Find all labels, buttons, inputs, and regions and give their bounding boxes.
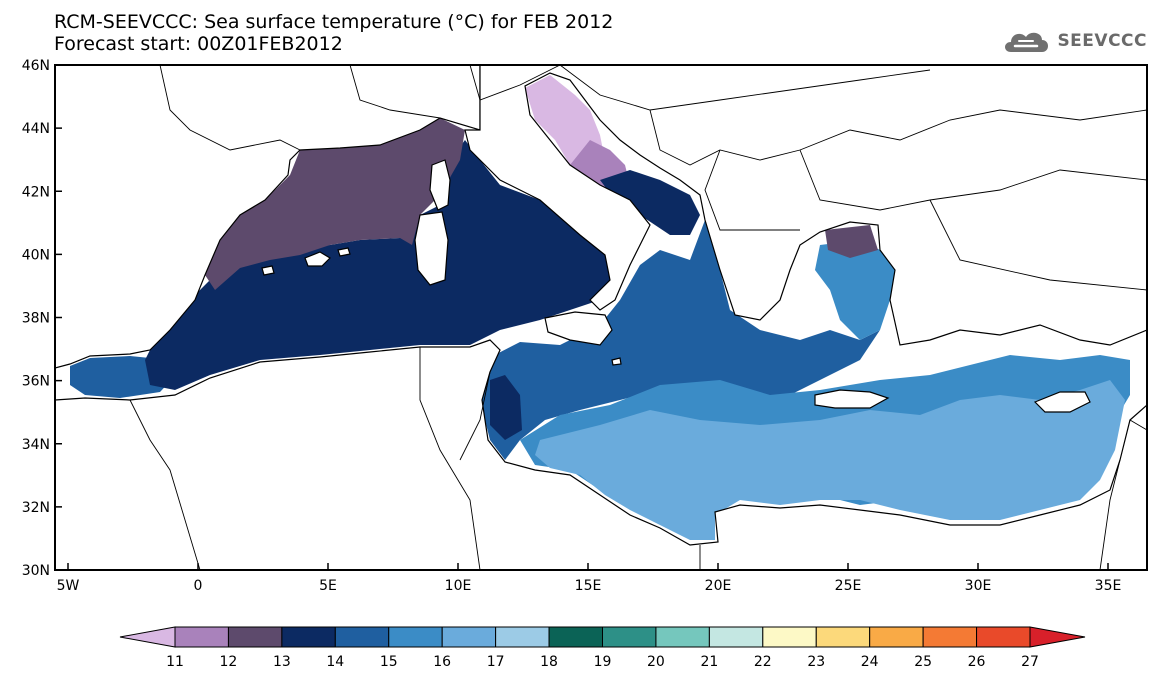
colorbar-swatch — [655, 626, 710, 648]
land-iberia — [55, 65, 481, 369]
map-title: RCM-SEEVCCC: Sea surface temperature (°C… — [54, 11, 614, 33]
colorbar-swatch — [708, 626, 764, 648]
colorbar-swatch — [227, 626, 283, 648]
colorbar-swatch — [281, 626, 336, 648]
land-cyprus — [1033, 391, 1091, 413]
colorbar-label: 17 — [487, 654, 505, 670]
y-tick-label: 38N — [22, 311, 50, 327]
colorbar-label: 13 — [273, 654, 291, 670]
colorbar-swatch — [174, 626, 229, 648]
colorbar-label: 22 — [754, 654, 772, 670]
x-axis: 5W 0 5E 10E 15E 20E 25E 30E 35E — [57, 563, 1122, 594]
land-masses — [55, 65, 1147, 570]
land-ibiza — [261, 265, 275, 276]
colorbar-label: 15 — [380, 654, 398, 670]
sst-region-western-med — [145, 140, 620, 390]
land-corsica — [429, 159, 451, 211]
colorbar-label: 23 — [807, 654, 825, 670]
x-tick-label: 0 — [194, 578, 203, 594]
y-tick-label: 40N — [22, 247, 50, 263]
sst-region-gulf-of-gabes — [490, 375, 522, 440]
colorbar-swatch — [495, 626, 550, 648]
y-tick-label: 34N — [22, 437, 50, 453]
land-malta — [611, 357, 622, 366]
colorbar-label: 20 — [647, 654, 665, 670]
x-tick-label: 25E — [835, 578, 862, 594]
colorbar-label: 27 — [1021, 654, 1039, 670]
x-tick-label: 30E — [965, 578, 992, 594]
y-tick-label: 44N — [22, 121, 50, 137]
colorbar-label: 16 — [433, 654, 451, 670]
colorbar-swatch — [548, 626, 603, 648]
colorbar-swatch — [869, 626, 924, 648]
colorbar-swatch — [334, 626, 390, 648]
colorbar-label: 21 — [700, 654, 718, 670]
x-tick-label: 20E — [705, 578, 732, 594]
land-sardinia — [414, 211, 449, 286]
colorbar-label: 26 — [968, 654, 986, 670]
colorbar-swatch — [976, 626, 1031, 648]
sst-region-adriatic-south — [600, 170, 700, 235]
y-tick-label: 32N — [22, 500, 50, 516]
sst-field — [55, 65, 1147, 570]
land-italy-balkans — [464, 65, 1147, 346]
colorbar-swatch — [602, 626, 657, 648]
x-tick-label: 10E — [445, 578, 472, 594]
y-tick-label: 36N — [22, 374, 50, 390]
colorbar-label: 19 — [594, 654, 612, 670]
y-tick-label: 42N — [22, 184, 50, 200]
colorbar-swatch — [762, 626, 817, 648]
country-borders — [129, 65, 1147, 570]
x-tick-label: 15E — [575, 578, 602, 594]
sst-region-north-aegean — [825, 225, 878, 258]
colorbar-label: 24 — [861, 654, 879, 670]
colorbar-label: 14 — [326, 654, 344, 670]
colorbar-label: 12 — [220, 654, 238, 670]
colorbar-label: 18 — [540, 654, 558, 670]
land-north-africa — [55, 339, 1147, 570]
colorbar-max-triangle — [1029, 626, 1086, 648]
cloud-logo-icon — [1005, 32, 1049, 52]
colorbar-swatch — [815, 626, 871, 648]
colorbar: 11 12 13 14 15 16 17 18 19 20 21 22 23 24 25 26 27 — [119, 626, 1086, 670]
x-tick-label: 5W — [57, 578, 80, 594]
y-tick-label: 30N — [22, 563, 50, 579]
land-mallorca — [304, 251, 331, 267]
logo-text: SEEVCCC — [1057, 31, 1147, 51]
colorbar-swatch — [441, 626, 497, 648]
sst-region-aegean — [815, 240, 895, 340]
y-tick-label: 46N — [22, 58, 50, 74]
sst-region-gulf-of-lion — [205, 118, 465, 290]
sst-region-levantine — [535, 380, 1125, 540]
land-crete — [814, 389, 890, 409]
colorbar-swatch — [922, 626, 978, 648]
colorbar-label: 11 — [166, 654, 184, 670]
colorbar-label: 25 — [914, 654, 932, 670]
land-menorca — [337, 247, 351, 257]
forecast-start-label: Forecast start: 00Z01FEB2012 — [54, 33, 343, 55]
colorbar-min-triangle — [119, 626, 176, 648]
x-tick-label: 35E — [1095, 578, 1122, 594]
x-tick-label: 5E — [319, 578, 337, 594]
y-axis: 30N 32N 34N 36N 38N 40N 42N 44N 46N — [22, 58, 62, 579]
land-sicily — [544, 311, 613, 346]
colorbar-swatch — [388, 626, 443, 648]
seevccc-logo: SEEVCCC — [1001, 26, 1147, 56]
